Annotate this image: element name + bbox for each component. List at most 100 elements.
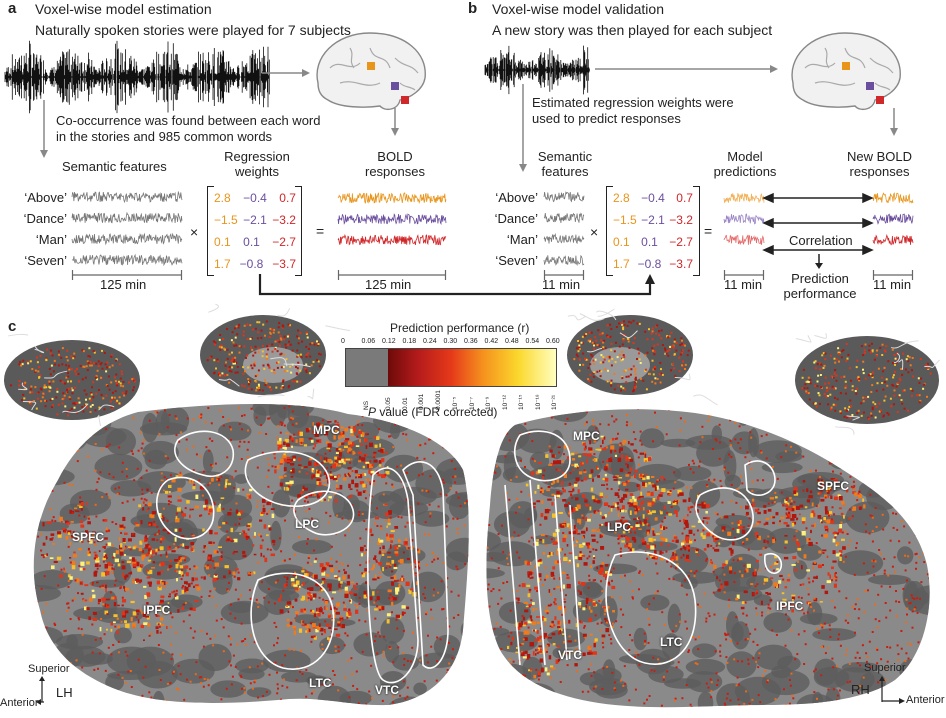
feature-seven-b: ‘Seven’ bbox=[495, 253, 538, 268]
w-0-2-a: 0.7 bbox=[279, 191, 296, 205]
panel-a-title: Voxel-wise model estimation bbox=[35, 1, 212, 17]
model-predictions-label: Model predictions bbox=[700, 149, 790, 180]
bold-timeseries-a bbox=[337, 192, 447, 246]
semantic-b-line2: features bbox=[541, 163, 589, 179]
estimated-line1: Estimated regression weights were bbox=[532, 95, 734, 110]
matrix-bracket-right-a bbox=[295, 186, 302, 276]
arrow-cooccurrence-down bbox=[40, 100, 48, 158]
timescale-bar-predictions bbox=[723, 270, 765, 280]
colorbar-r-ticks: 0 0.06 0.12 0.18 0.24 0.30 0.36 0.42 0.48 0.54 0.6… bbox=[338, 338, 560, 348]
timescale-bar-new-bold bbox=[872, 270, 914, 280]
feature-seven-a: ‘Seven’ bbox=[24, 253, 67, 268]
inflated-brain-right-lateral bbox=[795, 333, 940, 435]
waveform-b bbox=[484, 45, 590, 95]
feature-man-a: ‘Man’ bbox=[35, 232, 67, 247]
region-lpc-lh: LPC bbox=[295, 517, 319, 531]
compass-lh-arrows bbox=[39, 676, 45, 702]
w-0-0-a: 2.8 bbox=[214, 191, 231, 205]
r-tick-label: 0.36 bbox=[464, 338, 478, 345]
equals-symbol-a: = bbox=[316, 223, 325, 239]
w-3-2-b: −3.7 bbox=[669, 257, 693, 271]
region-vtc-lh: VTC bbox=[375, 683, 399, 697]
r-tick-label: 0.60 bbox=[546, 338, 560, 345]
equals-symbol-b: = bbox=[704, 223, 713, 239]
w-3-1-b: −0.8 bbox=[637, 257, 662, 271]
w-2-2-b: −2.7 bbox=[669, 235, 693, 249]
timescale-bar-b bbox=[543, 270, 585, 280]
flatmap-left-hemisphere bbox=[33, 404, 469, 706]
new-bold-label: New BOLD responses bbox=[832, 149, 927, 180]
inflated-brain-right-medial bbox=[567, 308, 718, 406]
w-3-0-b: 1.7 bbox=[613, 257, 630, 271]
w-2-2-a: −2.7 bbox=[272, 235, 296, 249]
prediction-performance-label: Prediction performance bbox=[778, 271, 862, 302]
weight-matrix-b: 2.8 −0.4 0.7 −1.5 −2.1 −3.2 0.1 0.1 −2.7 1.7 −0… bbox=[613, 187, 693, 275]
duration-new-bold: 11 min bbox=[873, 277, 912, 292]
times-symbol-a: × bbox=[190, 224, 199, 240]
new-bold-timeseries bbox=[872, 192, 914, 246]
correlation-label: Correlation bbox=[787, 233, 855, 249]
w-2-0-b: 0.1 bbox=[613, 235, 630, 249]
correlation-arrows bbox=[762, 192, 874, 256]
inflated-brain-left-lateral bbox=[4, 333, 140, 427]
colorbar-gradient bbox=[345, 348, 557, 387]
w-1-2-a: −3.2 bbox=[272, 213, 296, 227]
r-tick-label: 0.42 bbox=[484, 338, 499, 345]
r-tick-label: 0.24 bbox=[423, 338, 437, 345]
panel-c-letter: c bbox=[8, 318, 17, 335]
matrix-bracket-left-b bbox=[606, 186, 613, 276]
panel-b-subtitle: A new story was then played for each sub… bbox=[492, 22, 773, 38]
new-bold-line2: responses bbox=[849, 163, 910, 179]
w-1-2-b: −3.2 bbox=[669, 213, 693, 227]
new-bold-line1: New BOLD bbox=[846, 149, 913, 164]
compass-lh-anterior: Anterior bbox=[0, 697, 39, 709]
w-0-1-a: −0.4 bbox=[243, 191, 267, 205]
arrow-brain-down-b bbox=[890, 108, 898, 136]
w-2-1-b: 0.1 bbox=[641, 235, 658, 249]
feature-timeseries-b bbox=[543, 191, 585, 267]
timescale-bar-a bbox=[71, 270, 183, 280]
compass-rh-superior: Superior bbox=[864, 662, 906, 674]
compass-lh-superior: Superior bbox=[28, 663, 70, 675]
compass-rh-hemi: RH bbox=[851, 682, 870, 697]
p-italic: P bbox=[368, 405, 377, 419]
w-1-0-b: −1.5 bbox=[613, 213, 637, 227]
w-0-2-b: 0.7 bbox=[676, 191, 693, 205]
regression-weights-line2: weights bbox=[234, 163, 280, 179]
matrix-bracket-right-b bbox=[693, 186, 700, 276]
region-ipfc-lh: IPFC bbox=[143, 603, 171, 617]
p-value-label: P value (FDR corrected) bbox=[368, 405, 497, 420]
r-tick-label: 0.06 bbox=[361, 338, 376, 345]
feature-dance-a: ‘Dance’ bbox=[23, 211, 67, 226]
waveform-a bbox=[4, 40, 270, 114]
timescale-bar-bold-a bbox=[337, 270, 447, 280]
matrix-bracket-left-a bbox=[207, 186, 214, 276]
arrow-to-performance bbox=[815, 254, 823, 269]
region-vtc-rh: VTC bbox=[558, 648, 582, 662]
duration-bold-a: 125 min bbox=[365, 277, 412, 292]
bold-line2: responses bbox=[365, 163, 425, 179]
w-1-1-b: −2.1 bbox=[641, 213, 665, 227]
brain-illustration-b bbox=[791, 32, 901, 111]
region-ltc-rh: LTC bbox=[660, 635, 683, 649]
duration-predictions: 11 min bbox=[724, 277, 763, 292]
feature-list-a: ‘Above’ ‘Dance’ ‘Man’ ‘Seven’ bbox=[5, 187, 67, 271]
weight-matrix-a: 2.8 −0.4 0.7 −1.5 −2.1 −3.2 0.1 0.1 −2.7 1.7 −0… bbox=[214, 187, 296, 275]
arrow-weights-transfer bbox=[258, 274, 655, 296]
region-ipfc-rh: IPFC bbox=[776, 599, 804, 613]
feature-timeseries-a bbox=[71, 190, 183, 267]
regression-weights-line1: Regression bbox=[224, 149, 290, 164]
model-line2: predictions bbox=[713, 163, 777, 179]
duration-features-a: 125 min bbox=[100, 277, 147, 292]
semantic-features-label-b: Semantic features bbox=[530, 149, 600, 180]
region-mpc-rh: MPC bbox=[573, 429, 600, 443]
perf-line2: performance bbox=[783, 285, 857, 301]
w-2-1-a: 0.1 bbox=[243, 235, 260, 249]
cooccurrence-line1: Co-occurrence was found between each wor… bbox=[56, 113, 321, 128]
colorbar-title: Prediction performance (r) bbox=[390, 321, 530, 335]
feature-list-b: ‘Above’ ‘Dance’ ‘Man’ ‘Seven’ bbox=[476, 187, 538, 271]
panel-b-title: Voxel-wise model validation bbox=[492, 1, 664, 17]
w-2-0-a: 0.1 bbox=[214, 235, 231, 249]
regression-weights-label-a: Regression weights bbox=[222, 149, 292, 180]
feature-above-a: ‘Above’ bbox=[24, 190, 67, 205]
